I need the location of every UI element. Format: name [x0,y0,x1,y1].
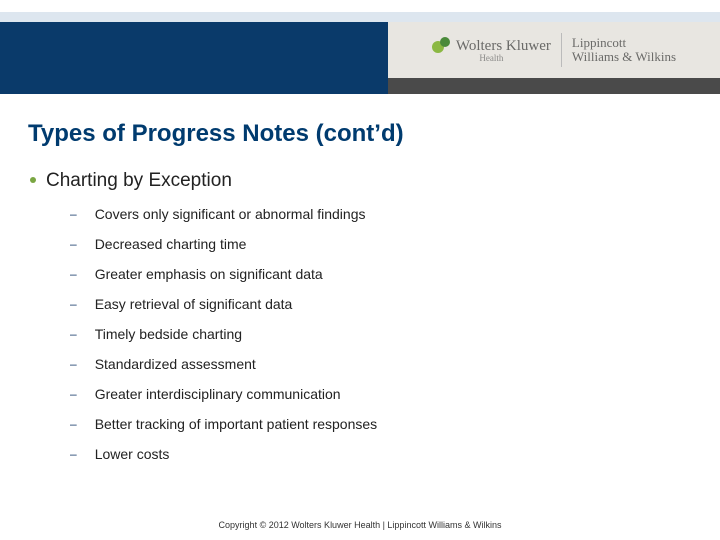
brand-left-block: Wolters Kluwer Health [432,37,551,63]
brand-area: Wolters Kluwer Health Lippincott William… [432,33,676,67]
bullet-dot-icon [30,177,36,183]
list-item: – Greater interdisciplinary communicatio… [70,386,692,402]
list-item: – Standardized assessment [70,356,692,372]
header-darkcap [388,78,720,94]
dash-icon: – [70,267,77,281]
brand-left-name: Wolters Kluwer [456,38,551,55]
list-item: – Better tracking of important patient r… [70,416,692,432]
dash-icon: – [70,417,77,431]
header-brand-panel: Wolters Kluwer Health Lippincott William… [388,22,720,78]
brand-right-block: Lippincott Williams & Wilkins [572,36,676,65]
bullet-l1-text: Charting by Exception [46,170,232,192]
list-item-text: Standardized assessment [95,356,256,372]
list-item: – Timely bedside charting [70,326,692,342]
bullet-level1: Charting by Exception [30,170,692,192]
wolters-kluwer-mark-icon [432,37,450,55]
list-item-text: Decreased charting time [95,236,247,252]
list-item: – Lower costs [70,446,692,462]
list-item-text: Better tracking of important patient res… [95,416,377,432]
slide-content: Types of Progress Notes (cont’d) Chartin… [0,94,720,462]
sub-bullet-list: – Covers only significant or abnormal fi… [70,206,692,462]
dash-icon: – [70,297,77,311]
dash-icon: – [70,447,77,461]
list-item-text: Easy retrieval of significant data [95,296,293,312]
dash-icon: – [70,387,77,401]
list-item-text: Greater emphasis on significant data [95,266,323,282]
dash-icon: – [70,327,77,341]
list-item: – Easy retrieval of significant data [70,296,692,312]
list-item: – Greater emphasis on significant data [70,266,692,282]
list-item: – Covers only significant or abnormal fi… [70,206,692,222]
brand-right-line1: Lippincott [572,36,676,50]
list-item-text: Timely bedside charting [95,326,242,342]
list-item-text: Covers only significant or abnormal find… [95,206,366,222]
brand-divider [561,33,562,67]
brand-left-sub: Health [479,53,503,63]
list-item: – Decreased charting time [70,236,692,252]
header-lightband [0,12,720,22]
slide-header: Wolters Kluwer Health Lippincott William… [0,0,720,94]
list-item-text: Greater interdisciplinary communication [95,386,341,402]
dash-icon: – [70,357,77,371]
slide-title: Types of Progress Notes (cont’d) [28,120,692,148]
footer-copyright: Copyright © 2012 Wolters Kluwer Health |… [0,520,720,530]
brand-right-line2: Williams & Wilkins [572,50,676,64]
list-item-text: Lower costs [95,446,170,462]
dash-icon: – [70,237,77,251]
dash-icon: – [70,207,77,221]
